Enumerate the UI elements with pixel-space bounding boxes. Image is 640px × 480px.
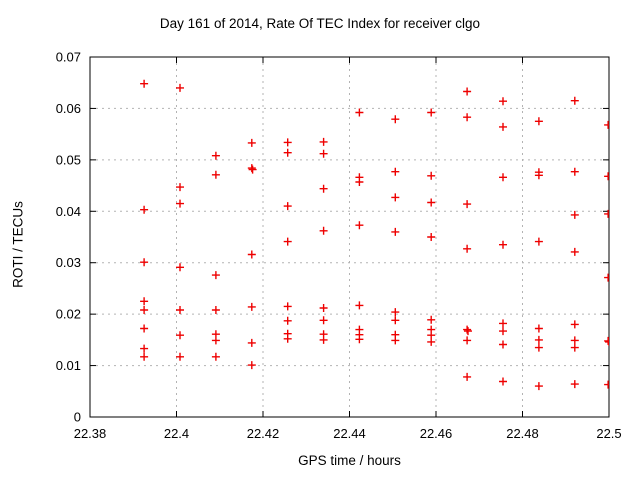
chart-title: Day 161 of 2014, Rate Of TEC Index for r… <box>159 16 481 31</box>
y-tick-label: 0.02 <box>56 307 81 322</box>
x-tick-label: 22.4 <box>164 426 189 441</box>
x-tick-label: 22.38 <box>74 426 107 441</box>
y-tick-label: 0.07 <box>56 50 81 65</box>
x-tick-label: 22.5 <box>596 426 621 441</box>
data-points <box>140 79 609 391</box>
y-tick-label: 0.03 <box>56 255 81 270</box>
x-tick-label: 22.46 <box>420 426 453 441</box>
y-tick-label: 0.06 <box>56 101 81 116</box>
y-tick-label: 0 <box>74 410 81 425</box>
y-tick-label: 0.01 <box>56 358 81 373</box>
y-tick-label: 0.04 <box>56 204 81 219</box>
x-tick-label: 22.42 <box>247 426 280 441</box>
y-tick-label: 0.05 <box>56 152 81 167</box>
x-axis-label: GPS time / hours <box>298 453 401 468</box>
x-tick-label: 22.48 <box>506 426 539 441</box>
x-tick-label: 22.44 <box>333 426 366 441</box>
